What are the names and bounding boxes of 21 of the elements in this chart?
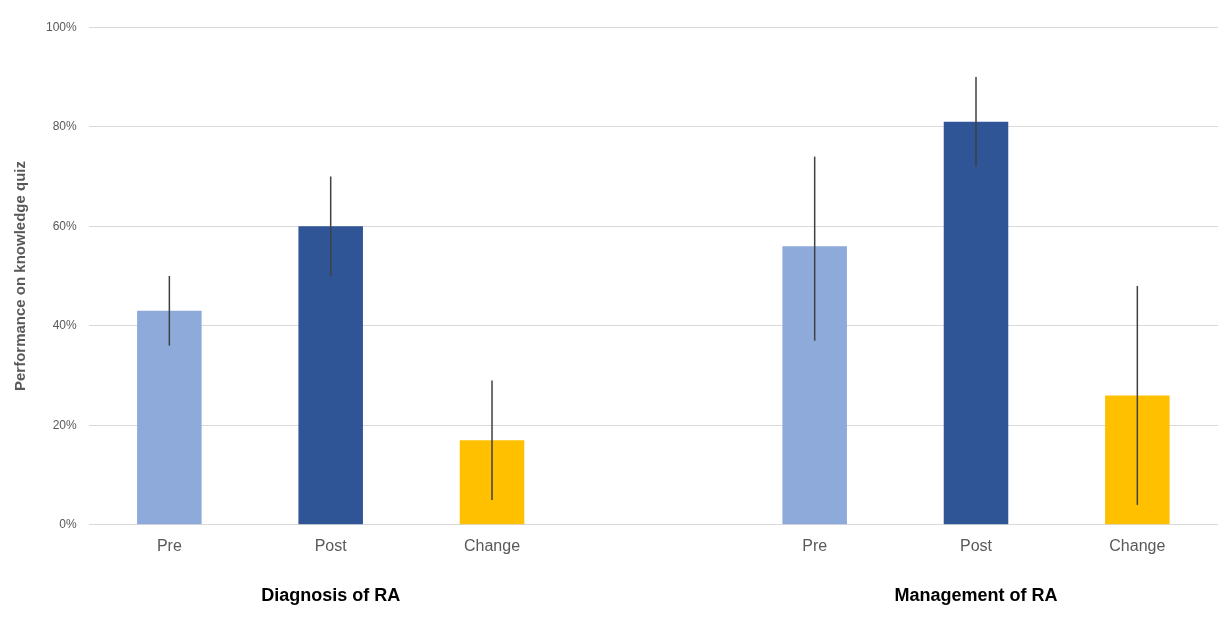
bar (782, 246, 847, 525)
text: Management of RA (894, 584, 1058, 605)
x-tick-label: Post (314, 536, 348, 554)
y-axis-title: Performance on knowledge quiz (11, 160, 29, 392)
x-tick-label: Change (1109, 536, 1166, 554)
y-tick-label: 40% (52, 318, 78, 333)
bar (459, 440, 525, 525)
x-tick-label: Post (960, 536, 993, 554)
bar (943, 121, 1009, 525)
y-tick-label: 20% (52, 417, 78, 432)
y-tick-label: 0% (59, 517, 78, 532)
x-tick-label: Pre (802, 536, 828, 554)
x-tick-label: Change (463, 536, 521, 554)
y-tick-label: 80% (52, 119, 78, 134)
text: Diagnosis of RA (261, 584, 401, 605)
y-tick-label: 60% (52, 218, 78, 233)
x-tick-label: Pre (156, 536, 182, 554)
bar (137, 310, 202, 525)
bar (298, 226, 363, 525)
bar (1105, 395, 1170, 525)
y-tick-label: 100% (45, 19, 78, 34)
